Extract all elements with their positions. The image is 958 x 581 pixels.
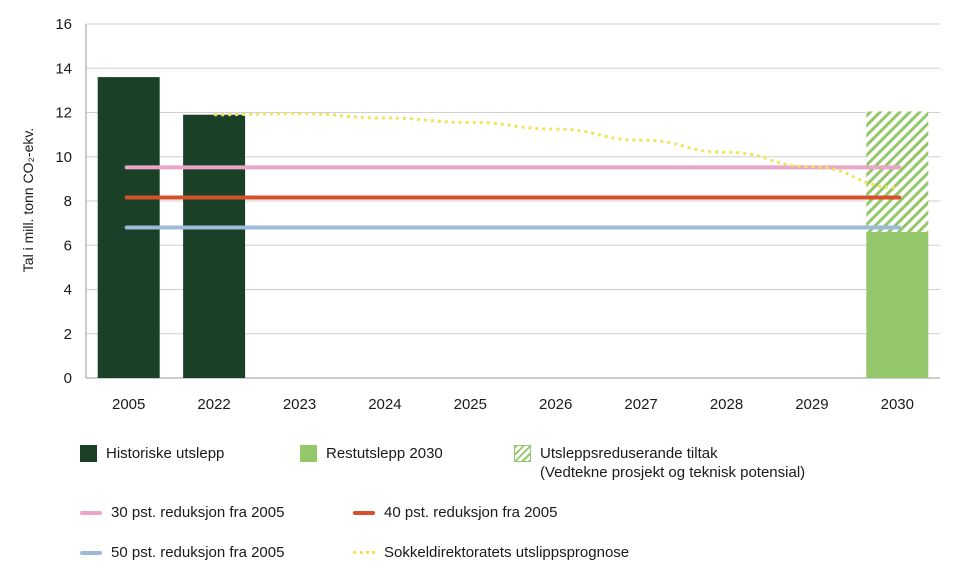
y-tick-label-4: 4 [64,282,72,299]
y-tick-label-14: 14 [55,60,72,77]
x-tick-label-2028: 2028 [710,396,743,413]
reference-lines [124,165,902,230]
y-tick-label-2: 2 [64,326,72,343]
y-axis-tick-labels: 0 2 4 6 8 10 12 14 16 [55,16,72,387]
x-axis-tick-labels: 2005 2022 2023 2024 2025 2026 2027 2028 2029 2030 [112,396,914,413]
forecast-line [214,112,898,190]
forecast-series-line [214,112,898,190]
y-tick-label-16: 16 [55,16,72,33]
x-tick-label-2030: 2030 [881,396,914,413]
x-tick-label-2027: 2027 [624,396,657,413]
y-tick-label-10: 10 [55,149,72,166]
bar-1-2030 [866,231,929,378]
bar-0-2022 [183,114,246,379]
x-tick-label-2029: 2029 [795,396,828,413]
x-tick-label-2024: 2024 [368,396,401,413]
y-tick-label-12: 12 [55,105,72,122]
x-tick-label-2023: 2023 [283,396,316,413]
y-tick-label-0: 0 [64,370,72,387]
y-axis-label: Tal i mill. tonn CO₂-ekv. [20,128,36,272]
x-tick-label-2005: 2005 [112,396,145,413]
y-tick-label-6: 6 [64,237,72,254]
x-tick-label-2025: 2025 [454,396,487,413]
bar-2-2030 [866,111,929,232]
y-tick-label-8: 8 [64,193,72,210]
x-tick-label-2026: 2026 [539,396,572,413]
x-tick-label-2022: 2022 [197,396,230,413]
